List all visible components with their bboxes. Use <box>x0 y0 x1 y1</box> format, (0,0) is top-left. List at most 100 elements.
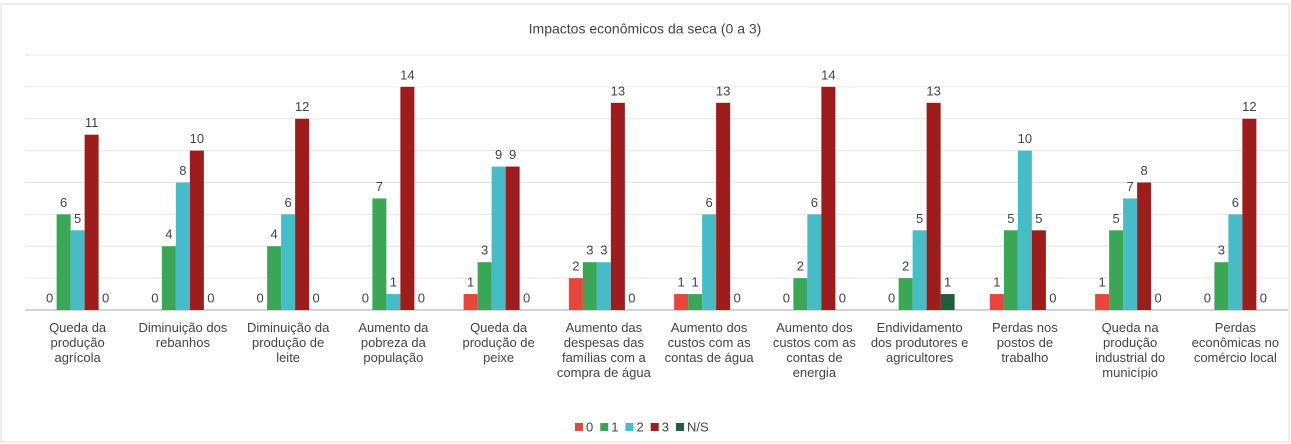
data-label: 4 <box>165 227 172 242</box>
x-tick-label: Aumento das despesas das famílias com a … <box>556 320 651 380</box>
legend-label: 3 <box>662 419 669 434</box>
bar <box>175 182 190 310</box>
bar <box>56 214 71 310</box>
data-label: 3 <box>481 243 488 258</box>
data-label: 7 <box>376 179 383 194</box>
x-tick-label: Diminuição da produção de leite <box>246 320 330 365</box>
data-label: 14 <box>821 67 835 82</box>
data-label: 12 <box>295 99 309 114</box>
legend-label: 0 <box>586 419 593 434</box>
x-tick-label: Diminuição dos rebanhos <box>138 320 228 350</box>
data-label: 5 <box>74 211 81 226</box>
data-label: 0 <box>1155 290 1162 305</box>
bar <box>1242 118 1257 310</box>
data-label: 4 <box>271 227 278 242</box>
x-tick-label: Queda da produção agrícola <box>49 320 107 365</box>
bar <box>989 294 1004 310</box>
data-label: 2 <box>572 259 579 274</box>
bar <box>793 278 808 310</box>
bar <box>372 198 387 310</box>
x-tick-label: Perdas econômicas no comércio local <box>1191 320 1280 365</box>
legend-swatch <box>575 423 583 431</box>
data-label: 0 <box>207 290 214 305</box>
legend-label: N/S <box>687 419 709 434</box>
data-label: 1 <box>944 275 951 290</box>
data-label: 3 <box>1218 243 1225 258</box>
bar <box>400 86 415 310</box>
data-label: 0 <box>1049 290 1056 305</box>
data-label: 13 <box>716 83 730 98</box>
bar <box>610 102 625 310</box>
bar <box>807 214 822 310</box>
bar <box>281 214 296 310</box>
data-label: 10 <box>1018 131 1032 146</box>
bar <box>1109 230 1124 310</box>
data-label: 6 <box>706 195 713 210</box>
data-label: 0 <box>1260 290 1267 305</box>
bar <box>1137 182 1152 310</box>
data-label: 1 <box>993 275 1000 290</box>
bar <box>674 294 689 310</box>
data-label: 6 <box>811 195 818 210</box>
data-label: 1 <box>467 275 474 290</box>
bar <box>491 166 506 310</box>
bar <box>1017 150 1032 310</box>
bar <box>898 278 913 310</box>
bar <box>688 294 703 310</box>
x-tick-label: Aumento dos custos com as contas de ener… <box>772 320 856 380</box>
data-label: 0 <box>151 290 158 305</box>
data-label: 0 <box>783 290 790 305</box>
data-label: 0 <box>418 290 425 305</box>
data-label: 8 <box>179 163 186 178</box>
data-label: 0 <box>313 290 320 305</box>
legend-swatch <box>625 423 634 431</box>
bar <box>477 262 492 310</box>
bar <box>386 294 401 310</box>
bar <box>821 86 836 310</box>
x-tick-label: Aumento da pobreza da população <box>358 320 429 365</box>
bar <box>463 294 478 310</box>
data-label: 1 <box>390 275 397 290</box>
data-label: 6 <box>1232 195 1239 210</box>
legend-label: 2 <box>636 419 643 434</box>
bar <box>70 230 85 310</box>
legend-swatch <box>650 423 659 431</box>
data-label: 0 <box>46 290 53 305</box>
data-label: 0 <box>1204 290 1211 305</box>
data-label: 0 <box>362 290 369 305</box>
data-label: 6 <box>285 195 292 210</box>
data-label: 0 <box>734 290 741 305</box>
bar <box>1123 198 1138 310</box>
bar <box>716 102 731 310</box>
bar <box>912 230 927 310</box>
chart-border <box>0 3 1290 443</box>
data-label: 3 <box>586 243 593 258</box>
bar <box>189 150 204 310</box>
x-tick-label: Queda da produção de peixe <box>462 320 535 365</box>
bar <box>1214 262 1229 310</box>
bar <box>926 102 941 310</box>
data-label: 5 <box>1035 211 1042 226</box>
data-label: 5 <box>916 211 923 226</box>
data-label: 10 <box>190 131 204 146</box>
bar <box>1228 214 1243 310</box>
legend-swatch <box>600 423 609 431</box>
x-tick-label: Aumento dos custos com as contas de água <box>664 320 754 365</box>
data-label: 5 <box>1007 211 1014 226</box>
legend-swatch <box>675 423 684 431</box>
data-label: 2 <box>902 259 909 274</box>
data-label: 0 <box>628 290 635 305</box>
data-label: 5 <box>1113 211 1120 226</box>
data-label: 2 <box>797 259 804 274</box>
data-label: 1 <box>678 275 685 290</box>
data-label: 6 <box>60 195 67 210</box>
x-tick-label: Queda na produção industrial do municípi… <box>1095 320 1166 380</box>
chart-title: Impactos econômicos da seca (0 a 3) <box>529 21 762 37</box>
data-label: 1 <box>1099 275 1106 290</box>
x-tick-label: Perdas nos postos de trabalho <box>991 320 1058 365</box>
data-label: 9 <box>495 147 502 162</box>
bar <box>582 262 597 310</box>
data-label: 7 <box>1127 179 1134 194</box>
